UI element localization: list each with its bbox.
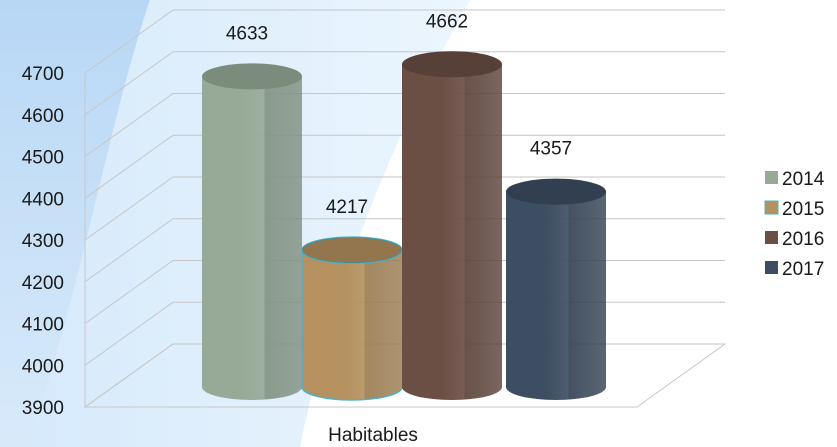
- legend-swatch-2016: [765, 231, 778, 244]
- y-tick-label: 4300: [22, 231, 64, 252]
- bar-2014: [202, 63, 302, 400]
- bar-2015: [301, 236, 403, 401]
- bar-shade: [364, 250, 402, 400]
- bar-shade: [568, 191, 606, 400]
- data-label-2017: 4357: [530, 139, 572, 160]
- bar-shade: [464, 64, 502, 400]
- y-tick-label: 4500: [22, 148, 64, 169]
- bar-top: [506, 178, 606, 205]
- legend-swatch-2017: [765, 261, 778, 274]
- data-label-2014: 4633: [226, 23, 268, 44]
- bar-top-shade: [506, 178, 606, 205]
- legend: 2014 2015 2016 2017: [764, 169, 825, 280]
- y-tick-label: 4400: [22, 189, 64, 210]
- bar-top-shade: [202, 63, 302, 90]
- gridline: [84, 9, 725, 74]
- bars: [202, 51, 606, 401]
- y-tick-label: 4700: [22, 64, 64, 85]
- bar-body: [402, 64, 502, 401]
- data-label-2016: 4662: [426, 11, 468, 32]
- data-label-2015: 4217: [326, 197, 368, 218]
- y-tick-label: 4100: [22, 315, 64, 336]
- x-axis-categories: Habitables: [328, 425, 418, 446]
- y-tick-label: 3900: [22, 398, 64, 419]
- gridline: [84, 93, 725, 157]
- y-tick-label: 4200: [22, 273, 64, 294]
- bar-2016: [402, 51, 502, 401]
- bar-top-shade: [302, 237, 402, 264]
- bar-body: [506, 191, 606, 400]
- bar-outline: [301, 250, 403, 401]
- bar-top: [202, 63, 302, 90]
- legend-label-2015: 2015: [782, 199, 824, 220]
- legend-label-2014: 2014: [782, 169, 825, 190]
- legend-label-2016: 2016: [782, 229, 824, 250]
- bar-body: [202, 76, 302, 400]
- legend-swatch-2014: [765, 171, 778, 184]
- bar-2017: [506, 178, 606, 400]
- y-tick-label: 4000: [22, 356, 64, 377]
- gridline: [84, 176, 725, 241]
- bar-top: [402, 51, 502, 78]
- data-labels: 4633 4217 4662 4357: [226, 11, 572, 218]
- y-axis-tick-labels: 3900 4000 4100 4200 4300 4400 4500 4600 4700: [22, 64, 64, 419]
- bar-body: [302, 250, 402, 400]
- legend-swatch-2015: [764, 200, 779, 215]
- legend-label-2017: 2017: [782, 259, 824, 280]
- bar-shade: [264, 76, 302, 400]
- x-category-label: Habitables: [328, 425, 418, 446]
- bar-top-shade: [402, 51, 502, 78]
- gridline: [84, 51, 725, 116]
- gridline: [84, 134, 725, 199]
- y-tick-label: 4600: [22, 106, 64, 127]
